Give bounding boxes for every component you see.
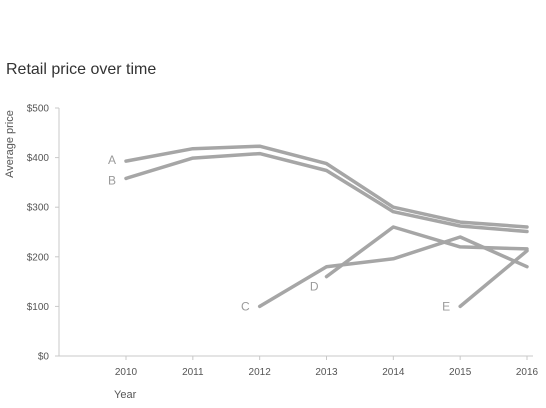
series-label-b: B <box>108 173 116 187</box>
series-lines <box>124 144 529 309</box>
axes: $0 $100 $200 $300 $400 $500 2010 2011 2012 2013 20… <box>27 104 539 379</box>
y-tick-label: $400 <box>27 153 50 164</box>
series-line-a <box>124 144 529 229</box>
series-label-d: D <box>310 280 319 294</box>
x-tick-label: 2011 <box>182 367 204 378</box>
y-axis-title: Average price <box>4 110 16 178</box>
x-tick-label: 2015 <box>449 367 472 378</box>
series-label-e: E <box>442 299 450 313</box>
x-tick-label: 2012 <box>249 367 272 378</box>
series-line-b <box>124 151 529 234</box>
y-tick-label: $300 <box>27 203 50 214</box>
series-label-c: C <box>241 299 250 313</box>
x-tick-label: 2016 <box>516 367 539 378</box>
series-label-a: A <box>108 153 116 167</box>
x-tick-label: 2013 <box>315 367 338 378</box>
x-tick-label: 2010 <box>115 367 138 378</box>
y-tick-label: $0 <box>38 352 50 363</box>
y-tick-label: $100 <box>27 302 50 313</box>
series-labels: AB C D E <box>108 153 450 313</box>
x-tick-label: 2014 <box>382 367 405 378</box>
series-line-e <box>458 249 529 309</box>
y-tick-label: $500 <box>27 104 50 115</box>
chart-title: Retail price over time <box>6 61 156 78</box>
y-tick-label: $200 <box>27 252 50 263</box>
x-axis-title: Year <box>114 389 137 401</box>
series-line-d <box>324 225 529 279</box>
